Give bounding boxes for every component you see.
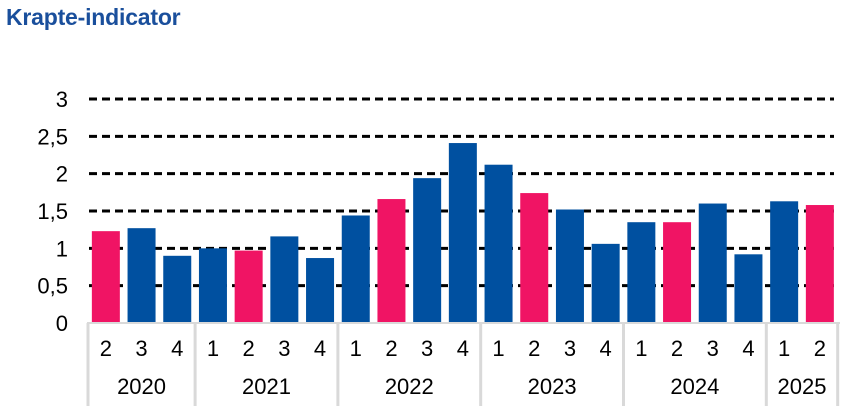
bar xyxy=(270,236,299,323)
bar xyxy=(484,164,513,323)
y-tick-label: 0,5 xyxy=(37,274,68,299)
x-tick-quarter: 4 xyxy=(457,336,469,361)
bar xyxy=(91,231,120,323)
x-tick-quarter: 1 xyxy=(778,336,790,361)
bar xyxy=(520,193,549,323)
x-tick-quarter: 4 xyxy=(600,336,612,361)
x-tick-quarter: 2 xyxy=(243,336,255,361)
bar xyxy=(734,254,763,323)
x-axis-band xyxy=(87,323,842,406)
x-tick-year: 2023 xyxy=(528,374,577,399)
bar xyxy=(698,203,727,323)
bar xyxy=(627,222,656,323)
bar xyxy=(306,258,335,323)
x-tick-quarter: 3 xyxy=(707,336,719,361)
x-tick-quarter: 2 xyxy=(528,336,540,361)
x-tick-quarter: 1 xyxy=(350,336,362,361)
chart-title: Krapte-indicator xyxy=(6,4,181,30)
bar xyxy=(448,143,477,323)
x-tick-quarter: 1 xyxy=(492,336,504,361)
bar xyxy=(413,178,442,323)
bar xyxy=(663,222,692,323)
x-tick-quarter: 3 xyxy=(278,336,290,361)
x-tick-quarter: 2 xyxy=(385,336,397,361)
x-tick-year: 2021 xyxy=(242,374,291,399)
x-tick-quarter: 4 xyxy=(314,336,326,361)
x-tick-quarter: 1 xyxy=(207,336,219,361)
bar xyxy=(341,215,370,323)
y-tick-label: 0 xyxy=(56,311,68,336)
x-tick-year: 2020 xyxy=(117,374,166,399)
x-tick-quarter: 4 xyxy=(171,336,183,361)
bar xyxy=(591,243,620,323)
bar xyxy=(198,248,227,323)
x-tick-quarter: 2 xyxy=(671,336,683,361)
x-tick-quarter: 3 xyxy=(135,336,147,361)
bar xyxy=(163,255,192,323)
x-tick-quarter: 3 xyxy=(564,336,576,361)
bar xyxy=(805,205,834,323)
x-tick-year: 2025 xyxy=(778,374,827,399)
x-tick-quarter: 4 xyxy=(742,336,754,361)
y-tick-label: 1,5 xyxy=(37,199,68,224)
y-tick-label: 2 xyxy=(56,162,68,187)
x-tick-quarter: 1 xyxy=(635,336,647,361)
x-tick-year: 2022 xyxy=(385,374,434,399)
y-tick-label: 2,5 xyxy=(37,124,68,149)
x-tick-year: 2024 xyxy=(670,374,719,399)
bar xyxy=(770,201,799,323)
bar xyxy=(555,209,584,323)
y-tick-label: 3 xyxy=(56,87,68,112)
x-tick-quarter: 3 xyxy=(421,336,433,361)
bar xyxy=(377,199,406,323)
x-tick-quarter: 2 xyxy=(100,336,112,361)
x-tick-quarter: 2 xyxy=(814,336,826,361)
bar xyxy=(127,228,156,323)
y-tick-label: 1 xyxy=(56,236,68,261)
bar xyxy=(234,250,263,323)
